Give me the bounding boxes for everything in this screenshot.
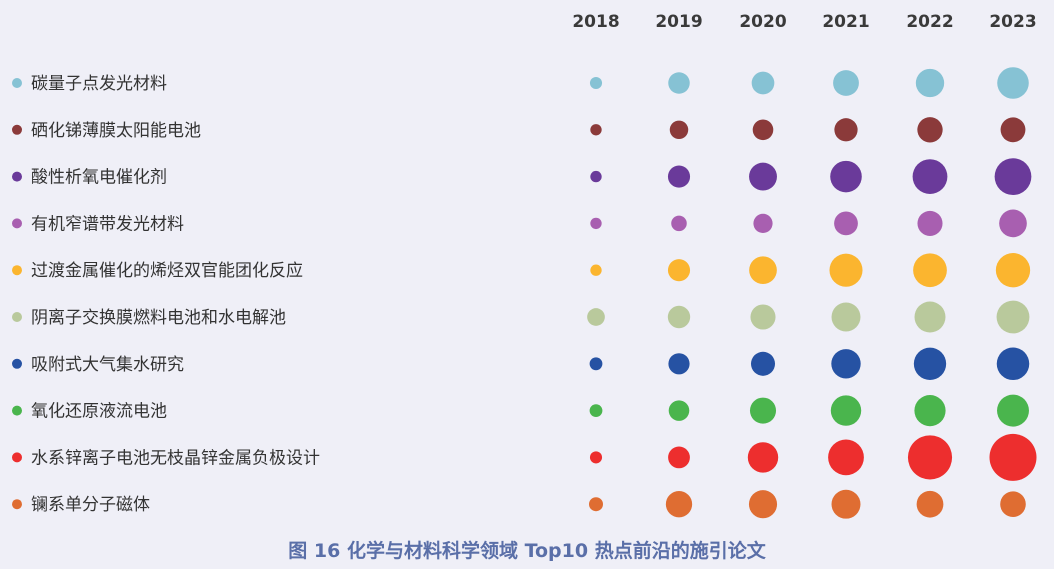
topic-label: 硒化锑薄膜太阳能电池 — [31, 121, 201, 141]
legend-marker — [12, 171, 22, 182]
bubble-2022 — [917, 117, 943, 143]
bubble-2022 — [913, 253, 947, 288]
bubble-2023 — [997, 394, 1029, 427]
legend-marker — [12, 265, 22, 276]
bubble-2022 — [917, 210, 943, 236]
bubble-2023 — [996, 300, 1030, 334]
bubble-2021 — [834, 211, 858, 236]
bubble-2018 — [589, 357, 603, 371]
bubble-2023 — [996, 347, 1030, 381]
chart-caption: 图 16 化学与材料科学领域 Top10 热点前沿的施引论文 — [288, 540, 766, 562]
bubble-2023 — [997, 67, 1029, 99]
bubble-2021 — [834, 118, 858, 142]
bubble-2019 — [669, 120, 689, 140]
bubble-2021 — [831, 302, 861, 332]
bubble-2020 — [749, 256, 777, 285]
bubble-2019 — [668, 353, 690, 375]
bubble-2019 — [667, 259, 691, 282]
bubble-2019 — [668, 400, 690, 421]
bubble-2020 — [749, 397, 777, 424]
bubble-2018 — [590, 170, 602, 183]
topic-label: 阴离子交换膜燃料电池和水电解池 — [31, 308, 286, 328]
year-label-2022: 2022 — [906, 12, 953, 32]
legend-marker — [12, 452, 22, 463]
bubble-2020 — [751, 71, 775, 95]
bubble-2021 — [831, 489, 861, 519]
bubble-2019 — [668, 446, 690, 469]
bubble-2020 — [750, 351, 776, 376]
bubble-2022 — [913, 347, 947, 380]
bubble-2018 — [589, 451, 603, 464]
bubble-2019 — [668, 72, 690, 94]
bubble-2021 — [830, 160, 862, 193]
bubble-2019 — [667, 305, 691, 329]
year-label-2019: 2019 — [655, 12, 702, 32]
bubble-2023 — [999, 209, 1027, 238]
bubble-2018 — [590, 264, 602, 276]
bubble-2020 — [747, 442, 779, 473]
bubble-2020 — [749, 162, 777, 191]
bubble-2023 — [1000, 491, 1026, 517]
bubble-2021 — [830, 395, 862, 426]
year-label-2020: 2020 — [739, 12, 786, 32]
legend-marker — [12, 312, 22, 322]
bubble-2018 — [589, 497, 603, 512]
bubble-2018 — [587, 308, 605, 326]
legend-marker — [12, 405, 22, 416]
bubble-2018 — [589, 76, 603, 90]
bubble-2022 — [914, 395, 946, 427]
bubble-2022 — [912, 159, 948, 194]
topic-label: 过渡金属催化的烯烃双官能团化反应 — [31, 261, 303, 281]
bubble-2020 — [750, 304, 776, 330]
bubble-2022 — [914, 301, 946, 333]
year-label-2023: 2023 — [989, 12, 1036, 32]
topic-label: 水系锌离子电池无枝晶锌金属负极设计 — [31, 448, 320, 468]
bubble-2018 — [590, 217, 602, 230]
topic-label: 镧系单分子磁体 — [31, 495, 150, 515]
year-label-2021: 2021 — [822, 12, 869, 32]
bubble-2022 — [907, 435, 953, 480]
bubble-2021 — [829, 253, 863, 287]
bubble-2019 — [665, 491, 693, 518]
legend-marker — [12, 499, 22, 510]
bubble-2021 — [828, 439, 864, 476]
topic-label: 吸附式大气集水研究 — [31, 355, 184, 375]
year-label-2018: 2018 — [572, 12, 619, 32]
topic-label: 碳量子点发光材料 — [31, 74, 167, 94]
legend-marker — [12, 358, 22, 369]
legend-marker — [12, 78, 22, 88]
topic-label: 氧化还原液流电池 — [31, 402, 167, 422]
bubble-2018 — [589, 404, 603, 417]
bubble-2020 — [753, 213, 773, 233]
bubble-2022 — [916, 490, 944, 518]
bubble-2021 — [833, 70, 859, 96]
bubble-2021 — [831, 349, 861, 379]
bubble-2023 — [995, 253, 1031, 288]
bubble-2018 — [590, 124, 602, 136]
topic-label: 有机窄谱带发光材料 — [31, 214, 184, 234]
bubble-2020 — [748, 490, 778, 519]
bubble-2019 — [667, 165, 691, 188]
bubble-2019 — [671, 215, 687, 232]
bubble-2023 — [989, 433, 1037, 481]
legend-marker — [12, 218, 22, 229]
bubble-2020 — [752, 119, 774, 141]
bubble-2022 — [915, 68, 945, 98]
topic-label: 酸性析氧电催化剂 — [31, 168, 167, 188]
legend-marker — [12, 124, 22, 135]
bubble-2023 — [994, 158, 1032, 195]
bubble-2023 — [1000, 117, 1026, 143]
